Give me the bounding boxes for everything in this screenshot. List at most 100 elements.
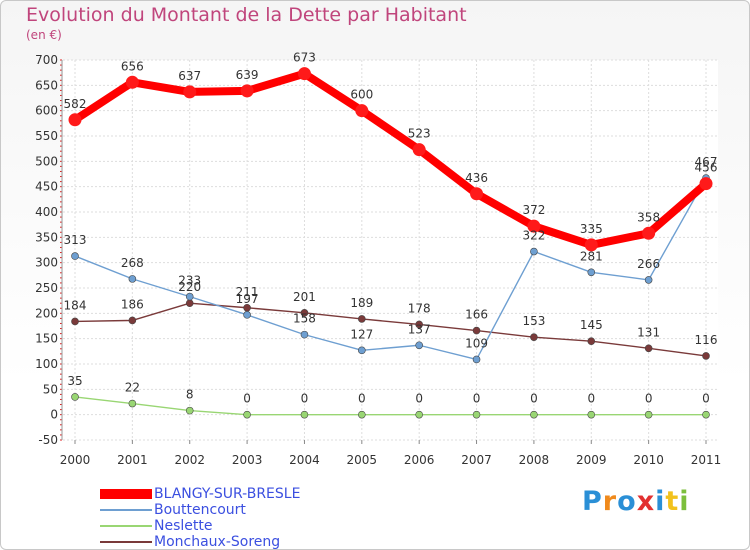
- data-point: [415, 341, 423, 350]
- data-point: [530, 410, 538, 419]
- data-point: [297, 67, 311, 81]
- data-label: 211: [236, 285, 259, 299]
- logo-letter: P: [582, 486, 603, 517]
- plot-area: [63, 60, 718, 440]
- legend-label: BLANGY-SUR-BRESLE: [154, 486, 301, 502]
- data-point: [530, 333, 538, 341]
- proxiti-logo: Proxiti: [582, 486, 690, 517]
- data-label: 158: [293, 312, 316, 326]
- data-label: 0: [415, 392, 423, 406]
- data-label: 184: [64, 298, 87, 312]
- y-tick-label: 150: [35, 332, 58, 346]
- data-point: [300, 309, 309, 317]
- data-label: 639: [236, 68, 259, 82]
- y-tick-label: 400: [35, 205, 58, 219]
- data-point: [358, 315, 366, 323]
- y-tick-label: 100: [35, 357, 58, 371]
- data-point: [412, 143, 426, 157]
- data-label: 268: [121, 256, 144, 270]
- logo-letter: i: [679, 486, 690, 517]
- data-point: [240, 84, 254, 98]
- y-tick-label: 300: [35, 256, 58, 270]
- data-point: [584, 238, 598, 252]
- legend-swatch: [100, 525, 152, 527]
- data-label: 656: [121, 59, 144, 73]
- data-label: 281: [580, 249, 603, 263]
- y-tick-label: 50: [43, 382, 58, 396]
- data-label: 220: [178, 280, 201, 294]
- y-tick-label: 550: [35, 129, 58, 143]
- data-label: 145: [580, 318, 603, 332]
- data-label: 8: [186, 388, 194, 402]
- data-label: 0: [702, 392, 710, 406]
- data-point: [128, 275, 137, 283]
- data-label: 436: [465, 171, 488, 185]
- legend-swatch: [100, 541, 152, 543]
- data-point: [71, 393, 79, 401]
- legend-swatch: [100, 489, 152, 499]
- data-point: [300, 410, 309, 419]
- data-point: [183, 85, 197, 99]
- x-tick-label: 2006: [404, 453, 435, 467]
- data-label: 116: [695, 333, 718, 347]
- y-tick-label: 500: [35, 154, 58, 168]
- data-label: 266: [637, 257, 660, 271]
- data-label: 186: [121, 297, 144, 311]
- data-point: [472, 326, 481, 335]
- data-label: 358: [637, 210, 660, 224]
- legend-label: Monchaux-Soreng: [154, 534, 281, 550]
- y-tick-label: 700: [35, 53, 58, 67]
- data-point: [68, 113, 82, 127]
- y-tick-label: 350: [35, 230, 58, 244]
- data-label: 35: [67, 374, 82, 388]
- data-label: 322: [522, 229, 545, 243]
- data-point: [472, 410, 481, 419]
- data-label: 335: [580, 222, 603, 236]
- data-point: [128, 399, 137, 408]
- data-label: 189: [350, 296, 373, 310]
- data-point: [185, 406, 194, 415]
- data-point: [644, 344, 653, 353]
- logo-letter: o: [617, 486, 637, 517]
- unit-label: (en €): [26, 28, 62, 42]
- x-tick-label: 2001: [117, 453, 148, 467]
- legend-label: Bouttencourt: [154, 502, 246, 518]
- x-tick-label: 2009: [576, 453, 607, 467]
- data-label: 0: [587, 392, 595, 406]
- x-tick-label: 2005: [347, 453, 378, 467]
- data-label: 673: [293, 51, 316, 65]
- data-point: [644, 410, 653, 419]
- logo-letter: i: [655, 486, 666, 517]
- data-point: [587, 410, 596, 419]
- data-point: [358, 410, 366, 419]
- data-label: 178: [408, 301, 431, 315]
- y-tick-label: 200: [35, 306, 58, 320]
- data-label: 0: [473, 392, 481, 406]
- data-point: [642, 226, 656, 240]
- y-tick-label: 650: [35, 78, 58, 92]
- x-tick-label: 2007: [461, 453, 492, 467]
- data-label: 0: [243, 392, 251, 406]
- data-label: 456: [695, 161, 718, 175]
- data-point: [125, 75, 139, 89]
- data-point: [300, 330, 309, 339]
- x-tick-label: 2008: [519, 453, 550, 467]
- data-point: [702, 352, 710, 360]
- x-tick-label: 2000: [60, 453, 91, 467]
- data-label: 166: [465, 308, 488, 322]
- data-label: 22: [125, 381, 140, 395]
- series-line: [74, 302, 707, 357]
- legend-swatch: [100, 509, 152, 511]
- logo-letter: t: [665, 486, 680, 517]
- data-label: 233: [178, 274, 201, 288]
- data-label: 0: [530, 392, 538, 406]
- x-tick-label: 2003: [232, 453, 263, 467]
- x-tick-label: 2004: [289, 453, 320, 467]
- data-point: [702, 410, 710, 419]
- chart-title: Evolution du Montant de la Dette par Hab…: [26, 4, 467, 26]
- data-label: 109: [465, 336, 488, 350]
- data-point: [587, 268, 596, 277]
- logo-letter: r: [602, 486, 618, 517]
- series-line: [71, 69, 710, 249]
